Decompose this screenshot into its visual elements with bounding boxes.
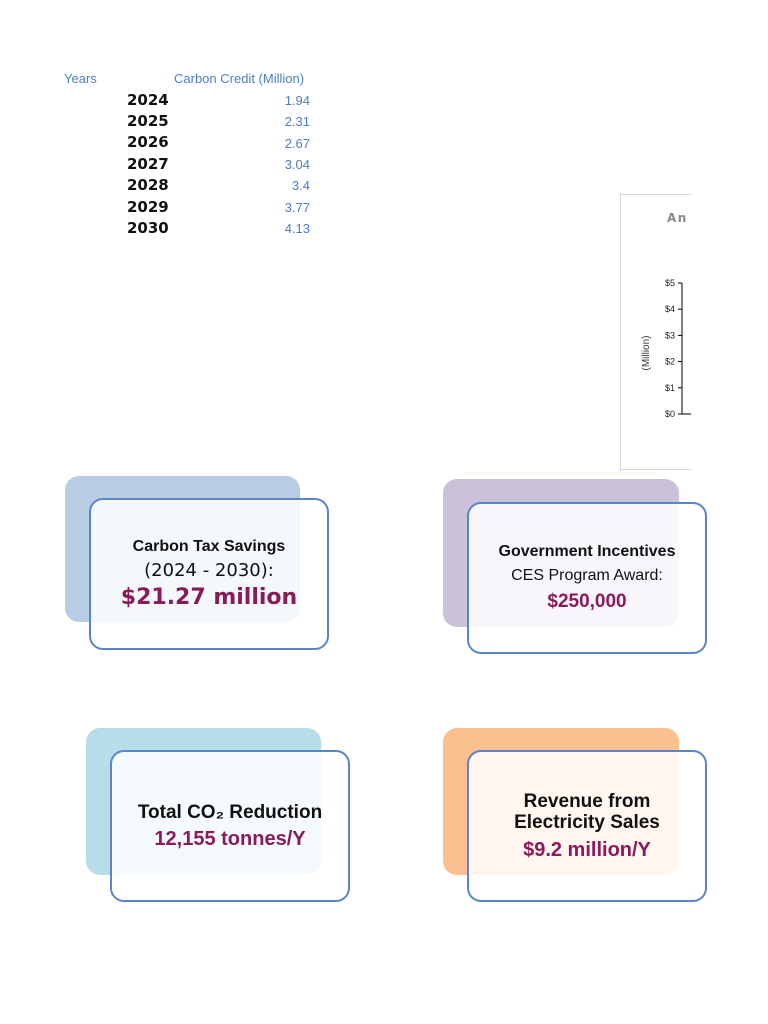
card-title-line1: Revenue from [523, 790, 651, 812]
card-value: 12,155 tonnes/Y [154, 827, 306, 850]
card-title: Carbon Tax Savings [132, 538, 286, 555]
y-tick-label: $2 [665, 357, 675, 367]
credit-cell: 2.67 [284, 136, 310, 151]
co2-reduction-card: Total CO₂ Reduction 12,155 tonnes/Y [110, 750, 350, 902]
year-cell: 2029 [127, 198, 169, 216]
chart-svg: An (Million) $0 $1 $2 $3 $4 $5 [641, 211, 691, 419]
year-cell: 2027 [127, 155, 169, 173]
card-title: Total CO₂ Reduction [137, 801, 323, 823]
year-cell: 2024 [127, 91, 169, 109]
y-tick-label: $5 [665, 278, 675, 288]
credit-cell: 4.13 [284, 221, 310, 236]
card-title-line2: Electricity Sales [514, 811, 660, 833]
credit-cell: 1.94 [284, 93, 310, 108]
card-title: Government Incentives [498, 543, 676, 560]
revenue-card: Revenue from Electricity Sales $9.2 mill… [467, 750, 707, 902]
card-subtitle: CES Program Award: [511, 567, 663, 584]
card-value: $9.2 million/Y [523, 838, 651, 861]
y-axis: $0 $1 $2 $3 $4 $5 [665, 278, 691, 419]
chart-title: An [667, 211, 688, 225]
credit-cell: 3.04 [284, 157, 310, 172]
year-cell: 2028 [127, 176, 169, 194]
year-cell: 2030 [127, 219, 169, 237]
credit-cell: 3.4 [291, 178, 310, 193]
card-value: $21.27 million [120, 585, 298, 610]
y-tick-label: $0 [665, 409, 675, 419]
credit-cell: 3.77 [284, 200, 310, 215]
y-tick-label: $3 [665, 330, 675, 340]
years-header: Years [64, 71, 97, 86]
credit-cell: 2.31 [284, 114, 310, 129]
y-tick-label: $4 [665, 304, 675, 314]
carbon-tax-card: Carbon Tax Savings (2024 - 2030): $21.27… [89, 498, 329, 650]
chart-ylabel: (Million) [641, 336, 652, 371]
card-period: (2024 - 2030): [144, 560, 274, 581]
year-cell: 2025 [127, 112, 169, 130]
gov-incentives-card: Government Incentives CES Program Award:… [467, 502, 707, 654]
carbon-credit-header: Carbon Credit (Million) [174, 71, 305, 86]
chart-frame: An (Million) $0 $1 $2 $3 $4 $5 [620, 194, 691, 470]
y-tick-label: $1 [665, 383, 675, 393]
year-cell: 2026 [127, 133, 169, 151]
card-value: $250,000 [547, 591, 627, 612]
